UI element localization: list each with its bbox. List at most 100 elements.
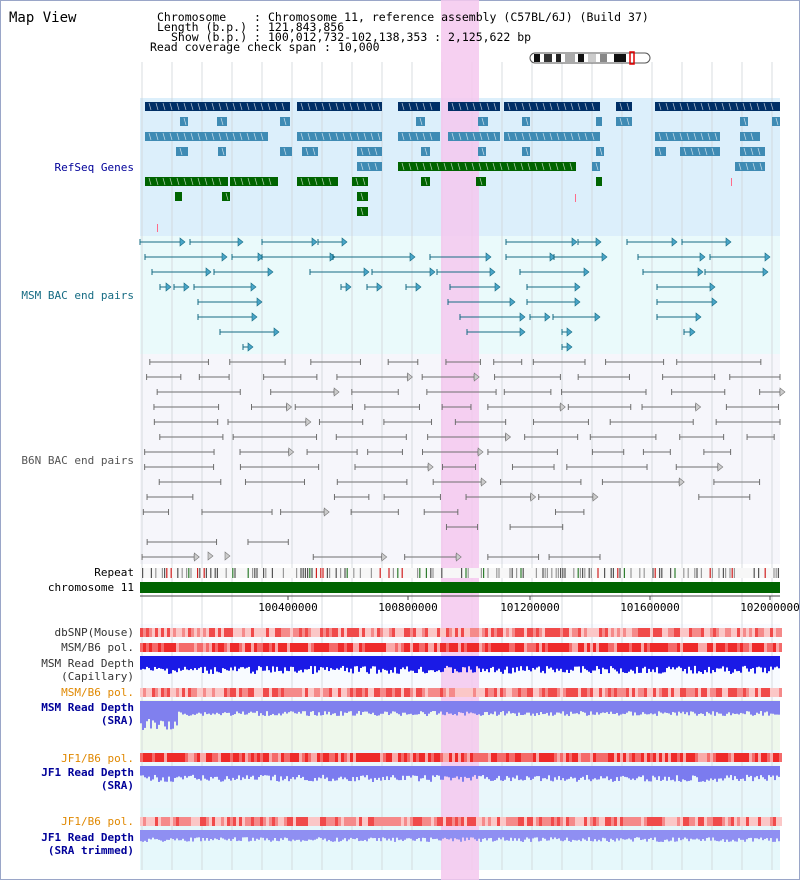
repeat-feature xyxy=(155,568,157,578)
read-depth-bin xyxy=(272,701,274,714)
read-depth-bin xyxy=(592,830,594,842)
polymorphism-bin xyxy=(308,688,311,697)
track-label-msm-bac[interactable]: MSM BAC end pairs xyxy=(21,289,134,302)
selected-region-highlight[interactable] xyxy=(441,0,479,880)
read-depth-bin xyxy=(304,766,306,781)
read-depth-bin xyxy=(584,701,586,713)
polymorphism-bin xyxy=(176,643,179,652)
polymorphism-bin xyxy=(626,643,629,652)
read-depth-bin xyxy=(654,766,656,778)
track-label-refseq[interactable]: RefSeq Genes xyxy=(55,161,134,174)
polymorphism-bin xyxy=(146,643,149,652)
repeat-feature xyxy=(353,568,355,578)
polymorphism-bin xyxy=(608,817,611,826)
read-depth-bin xyxy=(324,766,326,779)
read-depth-bin xyxy=(140,830,142,842)
msm-bac-features[interactable] xyxy=(139,237,771,352)
repeat-feature xyxy=(619,568,621,578)
read-depth-bin xyxy=(440,766,442,780)
read-depth-bin xyxy=(638,656,640,673)
polymorphism-bin xyxy=(521,643,524,652)
polymorphism-bin xyxy=(626,817,629,826)
polymorphism-bin xyxy=(674,817,677,826)
polymorphism-bin xyxy=(197,753,200,762)
polymorphism-bin xyxy=(647,628,650,637)
read-depth-bin xyxy=(178,766,180,777)
polymorphism-bin xyxy=(230,643,233,652)
polymorphism-bin xyxy=(440,688,443,697)
gene-exon-mark xyxy=(211,132,215,141)
polymorphism-bin xyxy=(158,753,161,762)
gene-exon-mark xyxy=(155,102,159,111)
polymorphism-bin xyxy=(701,628,704,637)
polymorphism-bin xyxy=(179,688,182,697)
read-depth-bin xyxy=(614,830,616,842)
polymorphism-bin xyxy=(680,817,683,826)
read-depth-bin xyxy=(572,656,574,671)
read-depth-bin xyxy=(174,830,176,841)
track-label-jf1-b6-pol-trim: JF1/B6 pol. xyxy=(61,815,134,828)
polymorphism-bin xyxy=(215,643,218,652)
read-depth-bin xyxy=(548,701,550,716)
read-depth-bin xyxy=(550,766,552,781)
polymorphism-bin xyxy=(215,628,218,637)
polymorphism-bin xyxy=(737,688,740,697)
read-depth-bin xyxy=(198,766,200,779)
read-depth-bin xyxy=(290,766,292,779)
gene-exon-mark xyxy=(742,102,746,111)
gene-exon-mark xyxy=(759,162,763,171)
read-depth-bin xyxy=(546,656,548,667)
read-depth-bin xyxy=(778,830,780,842)
polymorphism-bin xyxy=(602,753,605,762)
b6n-bac-arrow xyxy=(779,387,786,397)
polymorphism-bin xyxy=(260,817,263,826)
polymorphism-bin xyxy=(740,753,743,762)
polymorphism-bin xyxy=(581,628,584,637)
read-depth-bin xyxy=(706,701,708,712)
read-depth-bin xyxy=(444,701,446,716)
polymorphism-bin xyxy=(392,688,395,697)
read-depth-bin xyxy=(312,656,314,674)
track-label-b6n-bac[interactable]: B6N BAC end pairs xyxy=(21,454,134,467)
read-depth-bin xyxy=(328,766,330,782)
read-depth-bin xyxy=(752,830,754,842)
msm-bac-arrow xyxy=(601,252,608,262)
read-depth-bin xyxy=(552,766,554,782)
polymorphism-bin xyxy=(719,628,722,637)
gene-exon-mark xyxy=(377,132,381,141)
gene-exon-mark xyxy=(493,132,497,141)
read-depth-bin xyxy=(446,656,448,666)
read-depth-bin xyxy=(744,830,746,842)
polymorphism-bin xyxy=(347,817,350,826)
polymorphism-bin xyxy=(743,753,746,762)
polymorphism-bin xyxy=(725,643,728,652)
gene-exon-mark xyxy=(183,117,187,126)
polymorphism-bin xyxy=(392,817,395,826)
read-depth-bin xyxy=(712,766,714,781)
b6n-bac-features[interactable] xyxy=(141,359,786,562)
polymorphism-bin xyxy=(563,817,566,826)
polymorphism-bin xyxy=(431,688,434,697)
read-depth-bin xyxy=(288,656,290,672)
read-depth-bin xyxy=(638,830,640,838)
read-depth-bin xyxy=(274,830,276,839)
read-depth-bin xyxy=(356,656,358,667)
polymorphism-bin xyxy=(143,688,146,697)
read-depth-bin xyxy=(542,766,544,779)
polymorphism-bin xyxy=(686,643,689,652)
repeat-feature xyxy=(344,568,346,578)
gene-exon-mark xyxy=(183,177,187,186)
repeat-features[interactable] xyxy=(140,568,780,578)
gene-exon-mark xyxy=(507,132,511,141)
polymorphism-bin xyxy=(272,628,275,637)
polymorphism-bin xyxy=(638,643,641,652)
chromosome-ideogram[interactable] xyxy=(529,51,651,65)
gene-feature xyxy=(145,177,228,186)
read-depth-bin xyxy=(382,701,384,714)
read-depth-bin xyxy=(732,766,734,781)
polymorphism-bin xyxy=(269,643,272,652)
refseq-gene-features[interactable] xyxy=(145,102,780,232)
read-depth-bin xyxy=(218,701,220,714)
polymorphism-bin xyxy=(602,643,605,652)
